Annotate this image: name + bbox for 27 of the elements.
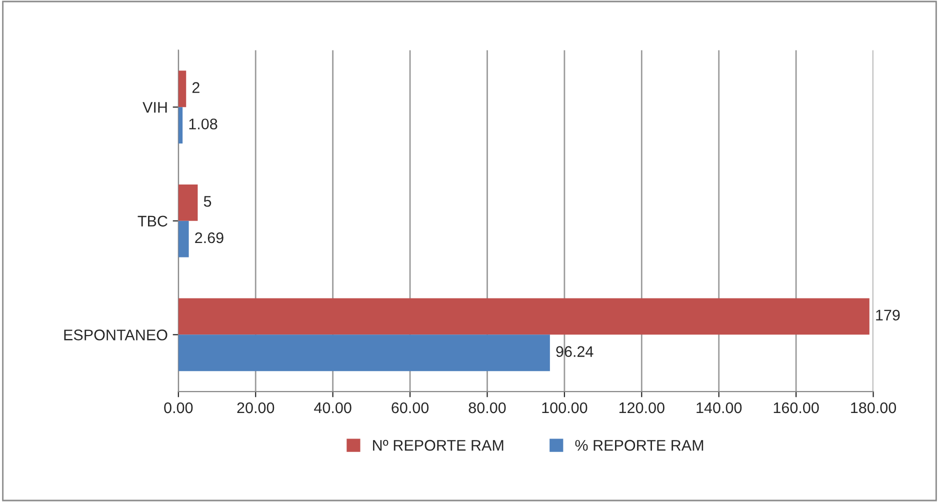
x-tick-label: 80.00 [468, 402, 506, 414]
x-tick-label: 0.00 [164, 402, 193, 414]
data-label: 2 [192, 82, 200, 93]
y-tick-label: ESPONTANEO [64, 330, 168, 340]
x-tick-label: 20.00 [237, 402, 274, 414]
data-label: 96.24 [556, 346, 594, 357]
x-tick-label: 100.00 [542, 402, 588, 414]
legend-label: % REPORTE RAM [575, 440, 704, 451]
bar [178, 70, 186, 108]
bar [178, 184, 198, 221]
data-label: 5 [204, 196, 212, 207]
x-tick-label: 60.00 [392, 402, 429, 414]
x-tick-label: 160.00 [774, 402, 819, 414]
bar [178, 334, 550, 372]
legend-label: Nº REPORTE RAM [373, 440, 504, 451]
data-label: 1.08 [189, 118, 218, 130]
y-tick-label: TBC [138, 216, 168, 227]
bar [178, 107, 183, 144]
x-tick-label: 40.00 [314, 402, 352, 414]
x-tick-label: 140.00 [696, 402, 742, 414]
bar [178, 298, 870, 335]
x-tick-label: 120.00 [619, 402, 664, 414]
y-tick-label: VIH [142, 102, 167, 113]
data-label: 179 [876, 310, 900, 321]
x-tick-label: 180.00 [851, 402, 896, 414]
data-label: 2.69 [195, 232, 224, 244]
bar [178, 220, 189, 258]
